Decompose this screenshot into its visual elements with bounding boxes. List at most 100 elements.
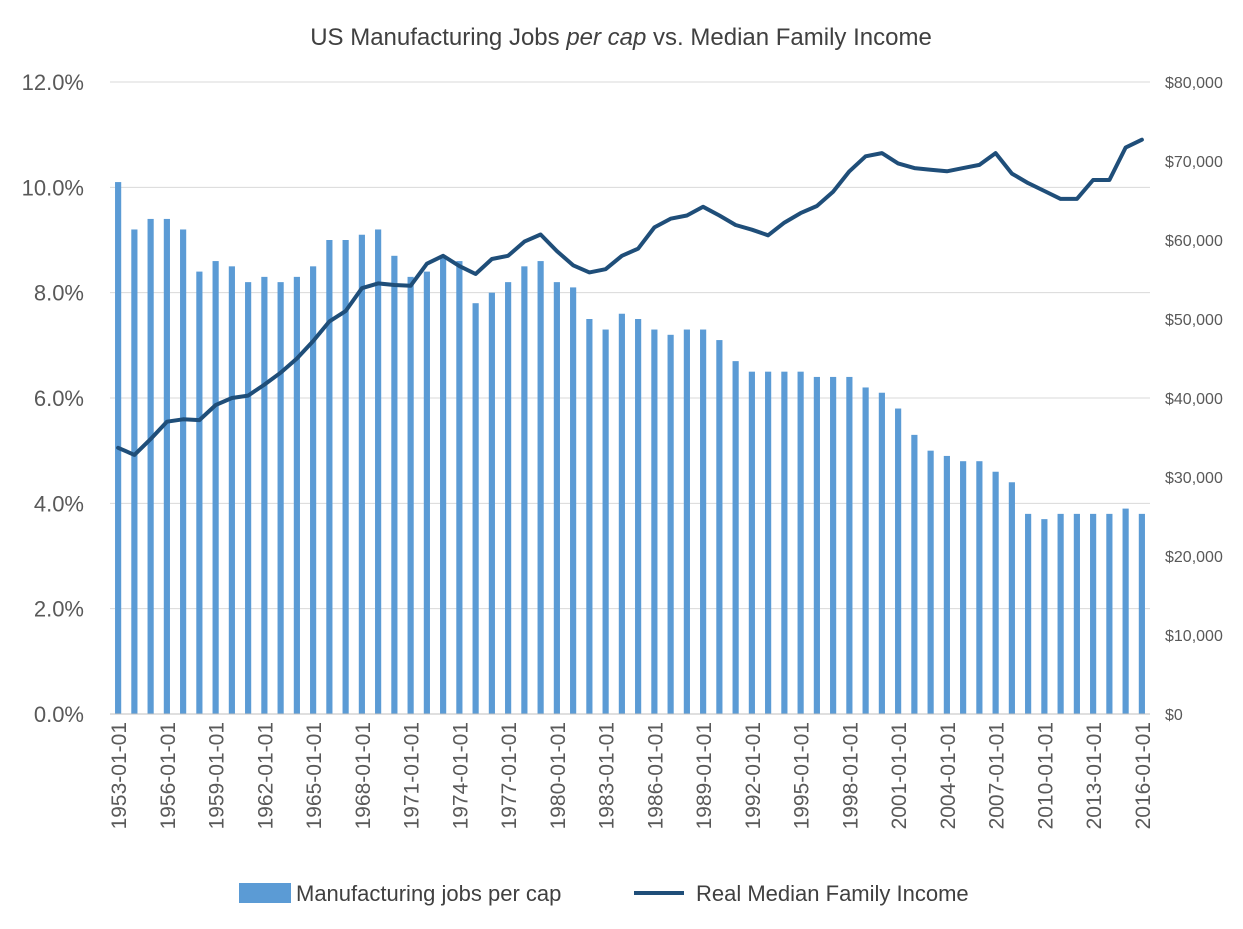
bar	[927, 450, 934, 714]
x-tick-label: 2004-01-01	[937, 722, 960, 829]
bar	[1106, 513, 1113, 714]
chart-title-part-3: vs. Median Family Income	[646, 24, 931, 51]
bar	[131, 229, 138, 714]
x-tick-label: 1953-01-01	[108, 722, 131, 829]
bar	[342, 240, 349, 714]
y-left-tick-label: 10.0%	[22, 175, 84, 200]
bar	[147, 218, 154, 714]
y-left-tick-label: 12.0%	[22, 70, 84, 95]
y-right-tick-label: $40,000	[1165, 391, 1223, 408]
bar	[1122, 508, 1129, 714]
bar	[553, 282, 560, 714]
legend: Manufacturing jobs per cap Real Median F…	[239, 881, 969, 906]
y-left-tick-label: 2.0%	[34, 597, 84, 622]
bar	[943, 455, 950, 714]
bar	[293, 276, 300, 714]
bar	[505, 282, 512, 714]
bar	[602, 329, 609, 714]
bar	[781, 371, 788, 714]
axes: 0.0% 2.0% 4.0% 6.0% 8.0% 10.0% 12.0% $0 $10,000 $…	[22, 70, 1223, 829]
bar	[456, 261, 463, 714]
bar	[440, 255, 447, 715]
y-right-tick-label: $80,000	[1165, 75, 1223, 92]
bar	[212, 261, 219, 714]
bar	[846, 376, 853, 714]
bar	[667, 334, 674, 714]
x-tick-label: 1992-01-01	[742, 722, 765, 829]
line-series	[116, 137, 1144, 457]
bar	[1090, 513, 1097, 714]
y-right-tick-label: $0	[1165, 707, 1183, 724]
bar	[163, 218, 170, 714]
bar	[960, 461, 967, 714]
legend-label-bar: Manufacturing jobs per cap	[296, 881, 561, 906]
x-tick-label: 1974-01-01	[449, 722, 472, 829]
y-right-tick-label: $20,000	[1165, 549, 1223, 566]
bar	[813, 376, 820, 714]
x-tick-label: 1977-01-01	[498, 722, 521, 829]
chart-title-part-1: US Manufacturing Jobs	[310, 24, 566, 51]
bar	[586, 319, 593, 714]
bar	[521, 266, 528, 714]
bar	[732, 361, 739, 714]
x-tick-label: 2010-01-01	[1034, 722, 1057, 829]
y-right-tick-label: $50,000	[1165, 312, 1223, 329]
bar	[245, 282, 252, 714]
x-tick-label: 1968-01-01	[352, 722, 375, 829]
bar	[797, 371, 804, 714]
bar	[570, 287, 577, 714]
bar	[992, 471, 999, 714]
y-right-tick-label: $30,000	[1165, 470, 1223, 487]
bar	[830, 376, 837, 714]
y-left-tick-label: 0.0%	[34, 702, 84, 727]
x-tick-label: 2007-01-01	[986, 722, 1009, 829]
legend-swatch-bar	[239, 883, 291, 903]
x-tick-label: 1998-01-01	[839, 722, 862, 829]
y-right-tick-label: $10,000	[1165, 628, 1223, 645]
y-left-tick-label: 6.0%	[34, 386, 84, 411]
y-right-tick-label: $60,000	[1165, 233, 1223, 250]
bar	[700, 329, 707, 714]
bar	[375, 229, 382, 714]
bar	[196, 271, 203, 714]
x-tick-label: 1980-01-01	[547, 722, 570, 829]
x-tick-label: 1956-01-01	[157, 722, 180, 829]
bar	[1138, 513, 1145, 714]
bar	[326, 240, 333, 714]
bar	[423, 271, 430, 714]
bar	[1073, 513, 1080, 714]
y-left-tick-label: 8.0%	[34, 281, 84, 306]
x-tick-label: 1995-01-01	[791, 722, 814, 829]
bar	[180, 229, 187, 714]
bar	[748, 371, 755, 714]
bar	[1057, 513, 1064, 714]
legend-label-line: Real Median Family Income	[696, 881, 969, 906]
x-tick-label: 2013-01-01	[1083, 722, 1106, 829]
bar	[635, 319, 642, 714]
bar-series	[115, 182, 1145, 715]
bar	[277, 282, 284, 714]
bar	[716, 340, 723, 714]
x-tick-label: 1959-01-01	[206, 722, 229, 829]
y-left-tick-label: 4.0%	[34, 491, 84, 516]
chart-title: US Manufacturing Jobs per cap vs. Median…	[310, 24, 932, 51]
x-tick-label: 2016-01-01	[1132, 722, 1155, 829]
bar	[1008, 482, 1015, 714]
bar	[911, 434, 918, 714]
bar	[472, 303, 479, 714]
bar	[765, 371, 772, 714]
bar	[488, 292, 495, 714]
bar	[391, 255, 398, 715]
bar	[878, 392, 885, 714]
x-tick-label: 1983-01-01	[596, 722, 619, 829]
bar	[358, 234, 365, 714]
bar	[618, 313, 625, 714]
bar	[862, 387, 869, 714]
x-tick-label: 1986-01-01	[644, 722, 667, 829]
x-tick-label: 1965-01-01	[303, 722, 326, 829]
chart-title-part-2: per cap	[565, 24, 646, 51]
income-line	[116, 137, 1144, 457]
x-tick-label: 1962-01-01	[254, 722, 277, 829]
